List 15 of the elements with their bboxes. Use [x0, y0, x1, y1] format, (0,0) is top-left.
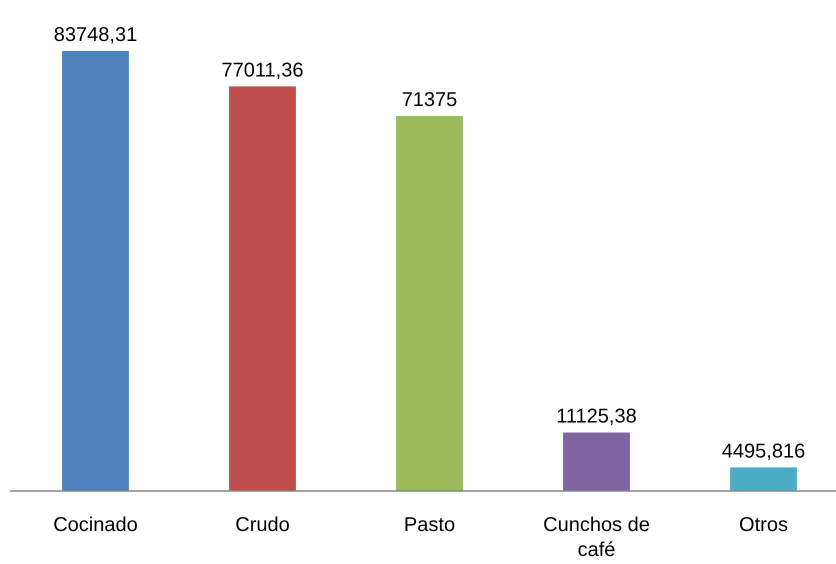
x-tick-label: Pasto: [404, 514, 456, 536]
x-tick-label: Crudo: [235, 514, 290, 536]
x-tick-label: Otros: [739, 514, 788, 536]
data-label: 77011,36: [222, 59, 304, 82]
data-label: 83748,31: [54, 24, 138, 46]
bar: [563, 432, 630, 491]
bar: [396, 116, 463, 491]
x-tick-label: Cunchos de café: [543, 514, 650, 561]
x-tick-label: Cocinado: [53, 514, 138, 536]
bar: [730, 467, 797, 491]
data-label: 11125,38: [556, 406, 637, 428]
data-label: 71375: [402, 89, 458, 112]
data-label: 4495,816: [722, 440, 806, 462]
bar: [229, 86, 296, 491]
bar: [62, 51, 129, 491]
